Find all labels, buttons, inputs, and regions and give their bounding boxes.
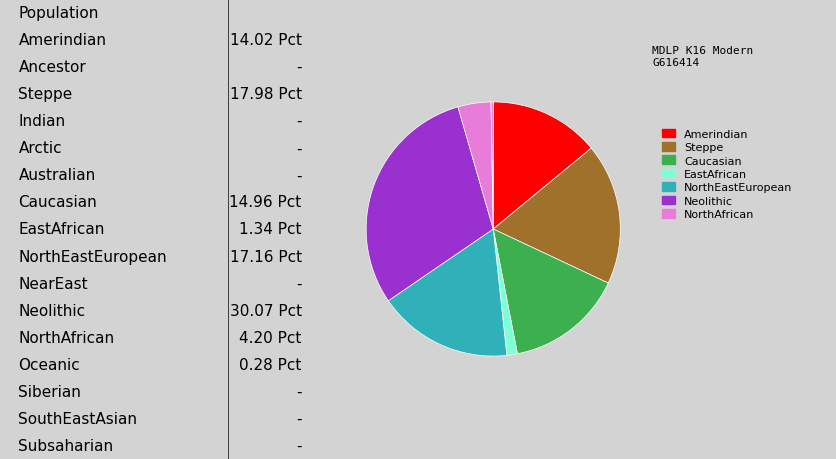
Text: -: - — [296, 411, 302, 426]
Text: -: - — [296, 168, 302, 183]
Text: -: - — [296, 438, 302, 453]
Text: -: - — [296, 114, 302, 129]
Text: Subsaharian: Subsaharian — [18, 438, 114, 453]
Text: 4.20 Pct: 4.20 Pct — [239, 330, 302, 345]
Wedge shape — [493, 230, 517, 356]
Text: Ancestor: Ancestor — [18, 60, 86, 75]
Text: Amerindian: Amerindian — [18, 33, 106, 48]
Text: Arctic: Arctic — [18, 141, 62, 156]
Legend: Amerindian, Steppe, Caucasian, EastAfrican, NorthEastEuropean, Neolithic, NorthA: Amerindian, Steppe, Caucasian, EastAfric… — [658, 125, 797, 224]
Text: 14.96 Pct: 14.96 Pct — [229, 195, 302, 210]
Text: 0.28 Pct: 0.28 Pct — [239, 357, 302, 372]
Text: EastAfrican: EastAfrican — [18, 222, 104, 237]
Wedge shape — [493, 149, 620, 284]
Text: -: - — [296, 60, 302, 75]
Text: Steppe: Steppe — [18, 87, 73, 102]
Text: Neolithic: Neolithic — [18, 303, 85, 318]
Wedge shape — [493, 103, 591, 230]
Text: -: - — [296, 384, 302, 399]
Text: Australian: Australian — [18, 168, 95, 183]
Wedge shape — [389, 230, 507, 356]
Text: SouthEastAsian: SouthEastAsian — [18, 411, 137, 426]
Text: 1.34 Pct: 1.34 Pct — [239, 222, 302, 237]
Text: 17.98 Pct: 17.98 Pct — [230, 87, 302, 102]
Text: NearEast: NearEast — [18, 276, 88, 291]
Text: 30.07 Pct: 30.07 Pct — [230, 303, 302, 318]
Text: Population: Population — [18, 6, 99, 21]
Text: Oceanic: Oceanic — [18, 357, 80, 372]
Text: NorthEastEuropean: NorthEastEuropean — [18, 249, 167, 264]
Text: -: - — [296, 276, 302, 291]
Text: -: - — [296, 141, 302, 156]
Text: 14.02 Pct: 14.02 Pct — [230, 33, 302, 48]
Text: Caucasian: Caucasian — [18, 195, 97, 210]
Text: Indian: Indian — [18, 114, 65, 129]
Wedge shape — [366, 108, 493, 301]
Wedge shape — [491, 103, 493, 230]
Wedge shape — [458, 103, 493, 230]
Text: Siberian: Siberian — [18, 384, 81, 399]
Wedge shape — [493, 230, 609, 354]
Text: MDLP K16 Modern
G616414: MDLP K16 Modern G616414 — [652, 46, 753, 67]
Text: NorthAfrican: NorthAfrican — [18, 330, 115, 345]
Text: 17.16 Pct: 17.16 Pct — [230, 249, 302, 264]
